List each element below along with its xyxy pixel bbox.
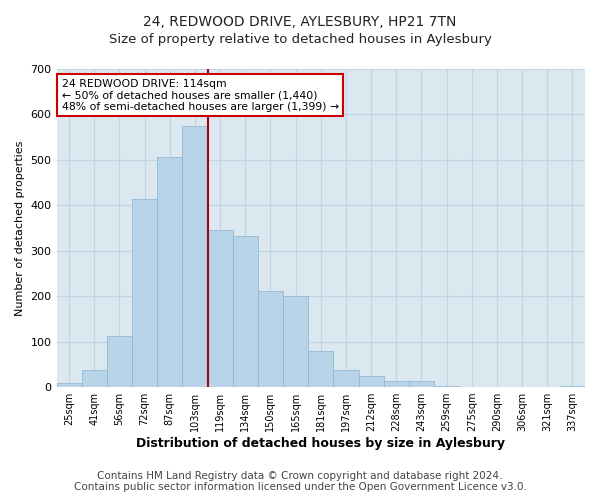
Y-axis label: Number of detached properties: Number of detached properties xyxy=(15,140,25,316)
Bar xyxy=(233,236,258,387)
Bar xyxy=(434,386,459,387)
Bar xyxy=(334,370,359,387)
Text: 24, REDWOOD DRIVE, AYLESBURY, HP21 7TN: 24, REDWOOD DRIVE, AYLESBURY, HP21 7TN xyxy=(143,15,457,29)
Bar xyxy=(107,336,132,387)
Bar xyxy=(208,230,233,387)
Bar xyxy=(383,381,409,387)
Bar xyxy=(359,376,383,387)
X-axis label: Distribution of detached houses by size in Aylesbury: Distribution of detached houses by size … xyxy=(136,437,505,450)
Bar xyxy=(157,156,182,387)
Bar xyxy=(56,384,82,387)
Bar xyxy=(560,386,585,387)
Bar xyxy=(258,290,283,387)
Bar xyxy=(132,198,157,387)
Bar xyxy=(308,350,334,387)
Bar xyxy=(409,381,434,387)
Text: 24 REDWOOD DRIVE: 114sqm
← 50% of detached houses are smaller (1,440)
48% of sem: 24 REDWOOD DRIVE: 114sqm ← 50% of detach… xyxy=(62,78,339,112)
Bar xyxy=(283,296,308,387)
Text: Size of property relative to detached houses in Aylesbury: Size of property relative to detached ho… xyxy=(109,32,491,46)
Bar xyxy=(82,370,107,387)
Bar xyxy=(182,126,208,387)
Text: Contains HM Land Registry data © Crown copyright and database right 2024.
Contai: Contains HM Land Registry data © Crown c… xyxy=(74,471,526,492)
